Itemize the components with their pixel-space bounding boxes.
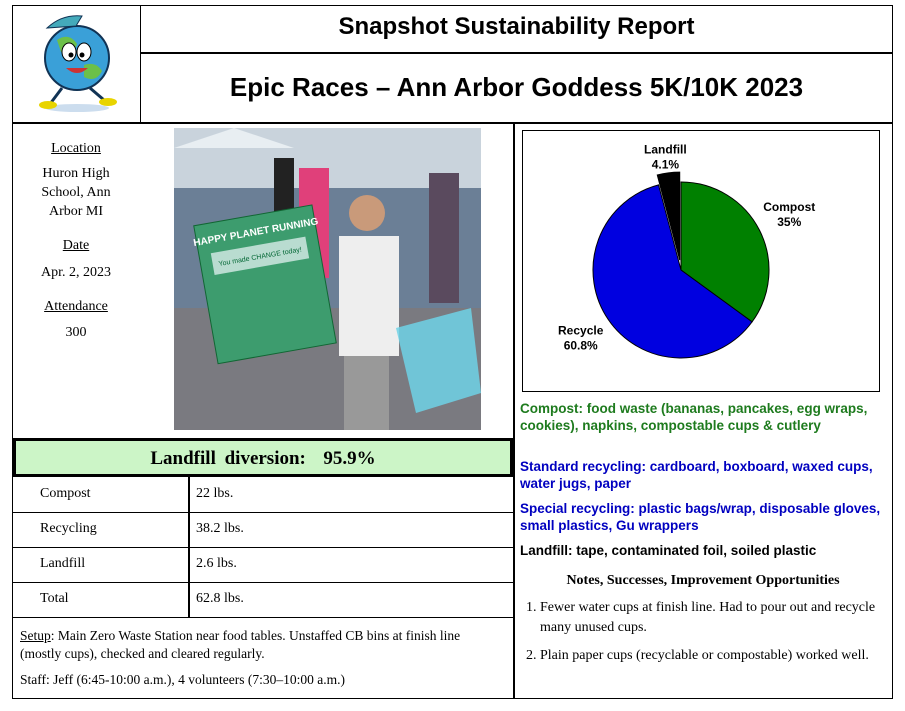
slice-label: Landfill — [644, 143, 687, 157]
pie-slice — [680, 181, 770, 323]
date: Apr. 2, 2023 — [41, 265, 111, 280]
table-row: Compost 22 lbs. — [12, 477, 513, 513]
logo-globe — [44, 25, 110, 91]
report-title: Snapshot Sustainability Report — [338, 13, 695, 40]
logo-cap — [45, 15, 83, 29]
description: Standard recycling: cardboard, boxboard,… — [520, 459, 873, 491]
slice-value-label: 35% — [777, 215, 801, 229]
location-label: Location — [51, 141, 101, 156]
note-item: Plain paper cups (recyclable or composta… — [540, 646, 902, 666]
row-label: Compost — [40, 486, 91, 501]
notes-title: Notes, Successes, Improvement Opportunit… — [566, 573, 840, 588]
slice-label: Compost — [763, 200, 815, 214]
setup-text: : Main Zero Waste Station near food tabl… — [20, 628, 461, 661]
attendance-label: Attendance — [44, 299, 108, 314]
diversion-label: Landfill diversion: — [150, 448, 306, 469]
logo-shoe — [39, 101, 57, 109]
logo-eye — [61, 42, 77, 62]
column-rule — [513, 122, 515, 699]
date-label: Date — [62, 238, 90, 253]
diversion-box: Landfill diversion: 95.9% — [13, 438, 513, 477]
row-label: Total — [40, 591, 69, 606]
event-title: Epic Races – Ann Arbor Goddess 5K/10K 20… — [229, 72, 804, 102]
pie-slice — [656, 171, 681, 261]
logo-pupil — [68, 52, 74, 58]
description: Special recycling: plastic bags/wrap, di… — [520, 501, 881, 533]
logo-legs — [48, 86, 105, 105]
logo-pupil — [79, 52, 85, 58]
slice-label: Recycle — [558, 323, 604, 337]
row-value: 2.6 lbs. — [196, 556, 237, 571]
description: Compost: food waste (bananas, pancakes, … — [520, 401, 868, 433]
chart-box — [522, 130, 880, 392]
setup-label: Setup — [20, 628, 51, 643]
row-value: 62.8 lbs. — [196, 591, 244, 606]
diversion-value: 95.9% — [323, 448, 376, 469]
photo-girl-legs — [344, 356, 389, 430]
logo-eye — [76, 42, 92, 62]
logo-mouth — [66, 68, 88, 73]
photo-girl-shirt — [339, 236, 399, 356]
row-label: Recycling — [40, 521, 97, 536]
logo-shoe — [99, 98, 117, 106]
table-row: Recycling 38.2 lbs. — [12, 512, 513, 548]
event-photo: HAPPY PLANET RUNNING You made CHANGE tod… — [174, 128, 481, 430]
table-row: Total 62.8 lbs. — [12, 582, 513, 618]
attendance: 300 — [65, 325, 87, 340]
setup: Setup: Main Zero Waste Station near food… — [20, 627, 500, 663]
description: Landfill: tape, contaminated foil, soile… — [520, 543, 817, 558]
photo-girl-face — [349, 195, 385, 231]
photo-bin — [396, 308, 481, 413]
note-item: Fewer water cups at finish line. Had to … — [540, 598, 902, 638]
row-label: Landfill — [40, 556, 86, 571]
table-row: Landfill 2.6 lbs. — [12, 547, 513, 583]
table-rule — [188, 477, 190, 618]
header-bottom-rule — [12, 122, 893, 124]
notes-list: Fewer water cups at finish line. Had to … — [522, 598, 902, 674]
row-value: 38.2 lbs. — [196, 521, 244, 536]
slice-value-label: 4.1% — [652, 158, 680, 172]
row-value: 22 lbs. — [196, 486, 234, 501]
sign-panel — [210, 236, 310, 275]
slice-value-label: 60.8% — [564, 338, 598, 352]
photo-person — [429, 173, 459, 303]
pie-slice — [592, 184, 753, 359]
location: Huron High School, Ann Arbor MI — [41, 166, 111, 219]
logo — [39, 15, 117, 112]
header-rule — [140, 52, 893, 54]
photo-tent — [174, 128, 294, 148]
staff: Staff: Jeff (6:45-10:00 a.m.), 4 volunte… — [20, 672, 345, 687]
diversion: Landfill diversion: 95.9% — [16, 448, 510, 470]
logo-shadow — [45, 104, 109, 112]
